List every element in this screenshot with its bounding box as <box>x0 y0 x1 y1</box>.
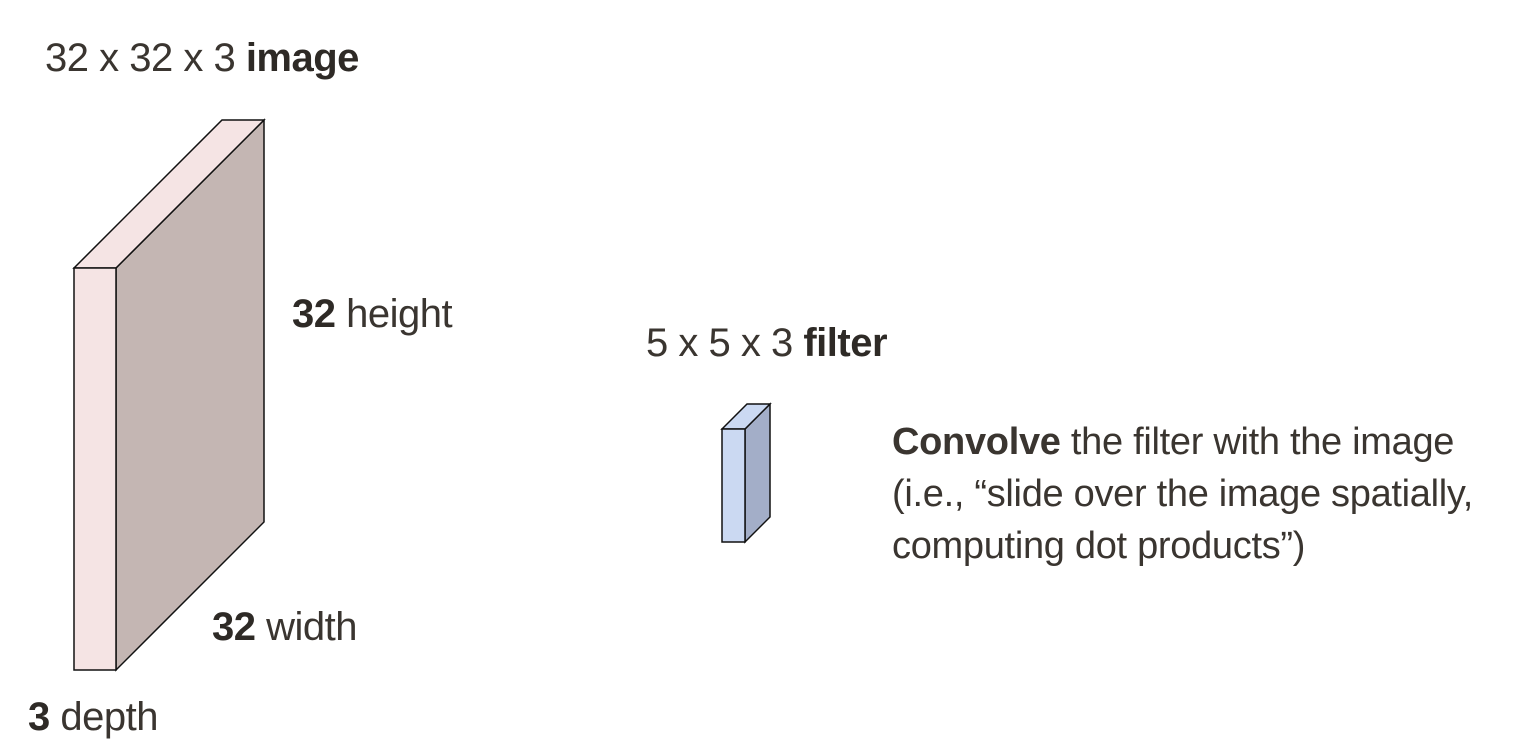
width-label: 32 width <box>212 605 358 649</box>
filter-volume-front-face <box>721 428 746 543</box>
caption-line-1-rest: the filter with the image <box>1060 421 1455 463</box>
image-dimensions: 32 x 32 x 3 <box>45 36 236 80</box>
filter-title: 5 x 5 x 3 filter <box>646 321 888 365</box>
caption-line-3: computing dot products”) <box>892 525 1306 567</box>
image-volume-side-face <box>115 118 265 672</box>
image-word: image <box>245 36 360 80</box>
height-value: 32 <box>292 292 336 336</box>
width-value: 32 <box>212 605 256 649</box>
filter-volume <box>720 402 772 544</box>
convolve-caption: Convolve the filter with the image (i.e.… <box>892 416 1473 572</box>
depth-word: depth <box>60 695 158 739</box>
caption-bold-word: Convolve <box>892 421 1061 463</box>
filter-word: filter <box>803 321 888 365</box>
image-volume <box>72 118 266 672</box>
caption-line-2: (i.e., “slide over the image spatially, <box>892 473 1474 515</box>
height-word: height <box>346 292 453 336</box>
height-label: 32 height <box>292 292 453 336</box>
image-volume-front-face <box>73 267 117 671</box>
filter-dimensions: 5 x 5 x 3 <box>646 321 793 365</box>
depth-label: 3 depth <box>28 697 158 737</box>
depth-value: 3 <box>28 695 50 739</box>
caption-line-1: Convolve the filter with the image <box>892 416 1473 468</box>
image-title: 32 x 32 x 3 image <box>45 38 359 78</box>
width-word: width <box>266 605 358 649</box>
